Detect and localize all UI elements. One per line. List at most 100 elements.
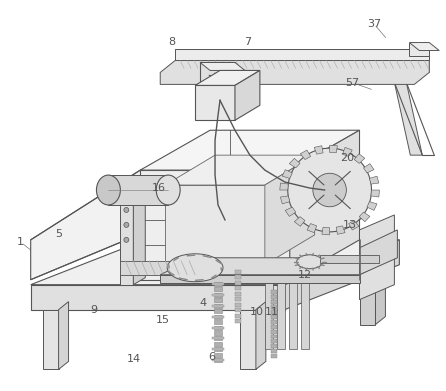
Polygon shape: [271, 335, 277, 339]
Polygon shape: [214, 304, 222, 308]
Polygon shape: [265, 155, 315, 265]
Polygon shape: [282, 170, 292, 178]
Polygon shape: [314, 146, 323, 154]
Text: 14: 14: [127, 354, 141, 364]
Polygon shape: [235, 286, 241, 290]
Polygon shape: [214, 359, 222, 362]
Polygon shape: [214, 298, 222, 302]
Polygon shape: [200, 63, 235, 95]
Polygon shape: [359, 230, 397, 275]
Polygon shape: [235, 275, 241, 279]
Polygon shape: [120, 205, 133, 285]
Polygon shape: [359, 265, 376, 325]
Polygon shape: [371, 190, 380, 197]
Polygon shape: [336, 226, 345, 234]
Polygon shape: [289, 280, 297, 350]
Polygon shape: [235, 270, 241, 274]
Polygon shape: [343, 147, 352, 156]
Polygon shape: [212, 316, 224, 317]
Text: 7: 7: [244, 37, 251, 47]
Polygon shape: [160, 61, 429, 84]
Polygon shape: [235, 297, 241, 301]
Polygon shape: [31, 170, 210, 280]
Polygon shape: [235, 303, 241, 307]
Polygon shape: [235, 319, 241, 323]
Ellipse shape: [313, 173, 347, 207]
Ellipse shape: [124, 208, 129, 212]
Polygon shape: [301, 280, 309, 350]
Polygon shape: [175, 61, 429, 72]
Polygon shape: [58, 301, 69, 369]
Polygon shape: [214, 326, 222, 330]
Polygon shape: [285, 207, 296, 216]
Polygon shape: [271, 325, 277, 328]
Polygon shape: [349, 221, 359, 230]
Polygon shape: [271, 344, 277, 348]
Text: 1: 1: [17, 237, 24, 247]
Polygon shape: [289, 158, 300, 168]
Polygon shape: [214, 315, 222, 319]
Polygon shape: [235, 314, 241, 317]
Polygon shape: [200, 63, 245, 70]
Polygon shape: [43, 310, 58, 369]
Polygon shape: [409, 43, 439, 50]
Polygon shape: [256, 301, 266, 369]
Polygon shape: [376, 257, 385, 325]
Polygon shape: [235, 281, 241, 285]
Text: 13: 13: [343, 220, 357, 230]
Polygon shape: [160, 258, 394, 275]
Ellipse shape: [297, 255, 322, 269]
Polygon shape: [359, 215, 394, 300]
Polygon shape: [165, 185, 265, 265]
Polygon shape: [140, 130, 359, 170]
Polygon shape: [214, 331, 222, 335]
Polygon shape: [195, 70, 260, 85]
Polygon shape: [133, 198, 145, 285]
Polygon shape: [285, 240, 399, 310]
Polygon shape: [271, 330, 277, 334]
Polygon shape: [214, 292, 222, 297]
Polygon shape: [277, 280, 285, 350]
Polygon shape: [31, 240, 399, 285]
Polygon shape: [145, 245, 160, 305]
Polygon shape: [320, 255, 380, 263]
Polygon shape: [235, 308, 241, 312]
Polygon shape: [369, 176, 379, 184]
Polygon shape: [271, 315, 277, 319]
Polygon shape: [214, 353, 222, 357]
Polygon shape: [271, 350, 277, 353]
Polygon shape: [322, 227, 330, 235]
Polygon shape: [271, 290, 277, 294]
Ellipse shape: [124, 222, 129, 228]
Polygon shape: [307, 224, 317, 233]
Polygon shape: [214, 320, 222, 324]
Polygon shape: [165, 155, 315, 185]
Polygon shape: [214, 342, 222, 346]
Ellipse shape: [124, 237, 129, 242]
Ellipse shape: [288, 148, 372, 232]
Ellipse shape: [96, 175, 120, 205]
Polygon shape: [290, 130, 359, 280]
Text: 6: 6: [208, 352, 215, 362]
Text: 15: 15: [156, 315, 170, 325]
Polygon shape: [195, 85, 235, 120]
Polygon shape: [354, 154, 365, 163]
Polygon shape: [214, 337, 222, 341]
Ellipse shape: [167, 254, 223, 282]
Polygon shape: [367, 202, 377, 210]
Polygon shape: [214, 348, 222, 352]
Polygon shape: [235, 292, 241, 296]
Polygon shape: [271, 300, 277, 304]
Text: 11: 11: [265, 307, 279, 317]
Ellipse shape: [156, 175, 180, 205]
Polygon shape: [271, 354, 277, 359]
Polygon shape: [108, 175, 168, 205]
Polygon shape: [212, 348, 224, 350]
Polygon shape: [212, 359, 224, 361]
Polygon shape: [140, 170, 290, 280]
Polygon shape: [120, 261, 195, 275]
Text: 4: 4: [199, 298, 206, 308]
Polygon shape: [212, 326, 224, 328]
Polygon shape: [212, 283, 224, 285]
Polygon shape: [363, 164, 374, 173]
